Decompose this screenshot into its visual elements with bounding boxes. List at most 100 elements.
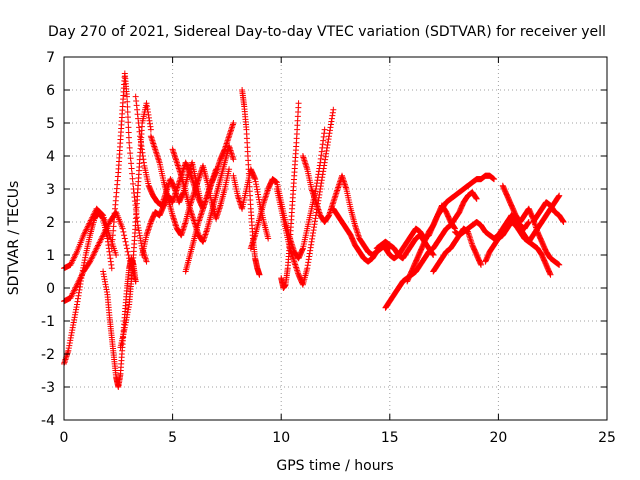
- data-point: [125, 129, 132, 136]
- data-point: [70, 289, 77, 296]
- data-point: [560, 219, 567, 225]
- x-tick-label: 10: [272, 430, 290, 446]
- x-tick-label: 20: [489, 430, 507, 446]
- data-point: [70, 256, 77, 263]
- x-axis-label: GPS time / hours: [276, 458, 393, 474]
- data-point: [67, 261, 74, 268]
- data-point: [71, 286, 78, 293]
- data-point: [74, 281, 81, 288]
- data-point: [85, 221, 92, 228]
- data-point: [97, 238, 104, 245]
- data-point: [99, 233, 106, 240]
- data-point: [127, 150, 134, 157]
- y-tick-label: 2: [46, 215, 55, 231]
- data-point: [76, 275, 83, 282]
- data-point: [69, 257, 76, 264]
- data-point: [230, 120, 237, 126]
- y-tick-label: 1: [46, 248, 55, 264]
- y-tick-label: 3: [46, 182, 55, 198]
- series-track-p: [278, 100, 302, 291]
- y-tick-label: 0: [46, 281, 55, 297]
- data-point: [100, 230, 107, 237]
- data-point: [87, 258, 94, 265]
- data-point: [91, 249, 98, 256]
- data-point: [124, 114, 131, 121]
- data-point: [75, 278, 82, 285]
- data-point: [123, 242, 130, 249]
- data-point: [74, 280, 81, 287]
- data-point: [96, 239, 103, 246]
- data-point: [126, 139, 133, 146]
- data-point: [92, 246, 99, 253]
- data-point: [123, 93, 130, 100]
- series-track-aa: [530, 199, 567, 225]
- data-point: [73, 250, 80, 257]
- series-track-b: [61, 205, 120, 272]
- series-track-x: [482, 192, 563, 265]
- data-point: [89, 213, 96, 220]
- data-point: [125, 119, 132, 126]
- data-point: [72, 284, 79, 291]
- series-track-f: [117, 100, 154, 351]
- data-point: [91, 210, 98, 217]
- data-point: [556, 261, 563, 268]
- data-point: [121, 235, 128, 242]
- data-point: [147, 126, 154, 133]
- data-point: [86, 259, 93, 266]
- data-point: [81, 229, 88, 236]
- data-point: [93, 245, 100, 252]
- data-point: [478, 261, 485, 268]
- data-point: [330, 106, 337, 113]
- data-point: [430, 252, 437, 258]
- data-point: [90, 211, 97, 218]
- data-point: [295, 100, 302, 107]
- series-track-e: [108, 70, 150, 265]
- data-point: [124, 98, 131, 105]
- chart-title: Day 270 of 2021, Sidereal Day-to-day VTE…: [48, 24, 606, 40]
- y-tick-label: -3: [41, 380, 55, 396]
- data-point: [226, 166, 233, 173]
- y-tick-label: 6: [46, 83, 55, 99]
- data-point: [84, 223, 91, 230]
- series-track-k: [182, 120, 237, 275]
- data-point: [125, 252, 132, 258]
- data-point: [98, 235, 105, 242]
- series-track-z: [508, 212, 554, 278]
- data-point: [95, 242, 102, 249]
- y-tick-label: 7: [46, 50, 55, 66]
- x-tick-labels: 0 5 10 15 20 25: [60, 430, 616, 446]
- data-point: [120, 228, 127, 235]
- data-point: [81, 230, 88, 237]
- data-point: [122, 238, 129, 245]
- data-point: [125, 124, 132, 131]
- y-axis-label: SDTVAR / TECUs: [6, 181, 22, 296]
- data-point: [105, 220, 112, 227]
- data-point: [68, 258, 75, 265]
- x-tick-label: 15: [381, 430, 399, 446]
- data-point: [143, 258, 150, 265]
- data-point: [68, 260, 75, 267]
- data-point: [121, 232, 128, 239]
- data-point: [128, 165, 135, 172]
- data-point: [72, 251, 79, 258]
- data-point: [265, 235, 272, 242]
- data-point: [113, 252, 120, 258]
- series-track-y: [499, 182, 563, 268]
- data-point: [89, 214, 96, 221]
- data-point: [83, 226, 90, 233]
- data-point: [230, 156, 237, 163]
- data-point: [76, 277, 83, 284]
- y-tick-labels: -4 -3 -2 -1 0 1 2 3 4 5 6 7: [41, 50, 55, 429]
- data-point: [108, 265, 115, 272]
- data-point: [88, 216, 95, 223]
- data-point: [82, 227, 89, 234]
- data-point: [124, 103, 131, 110]
- data-point: [321, 126, 328, 133]
- y-tick-label: -2: [41, 347, 55, 363]
- y-tick-label: 5: [46, 116, 55, 132]
- data-point: [130, 180, 137, 187]
- data-point: [77, 274, 84, 281]
- data-point: [102, 227, 109, 234]
